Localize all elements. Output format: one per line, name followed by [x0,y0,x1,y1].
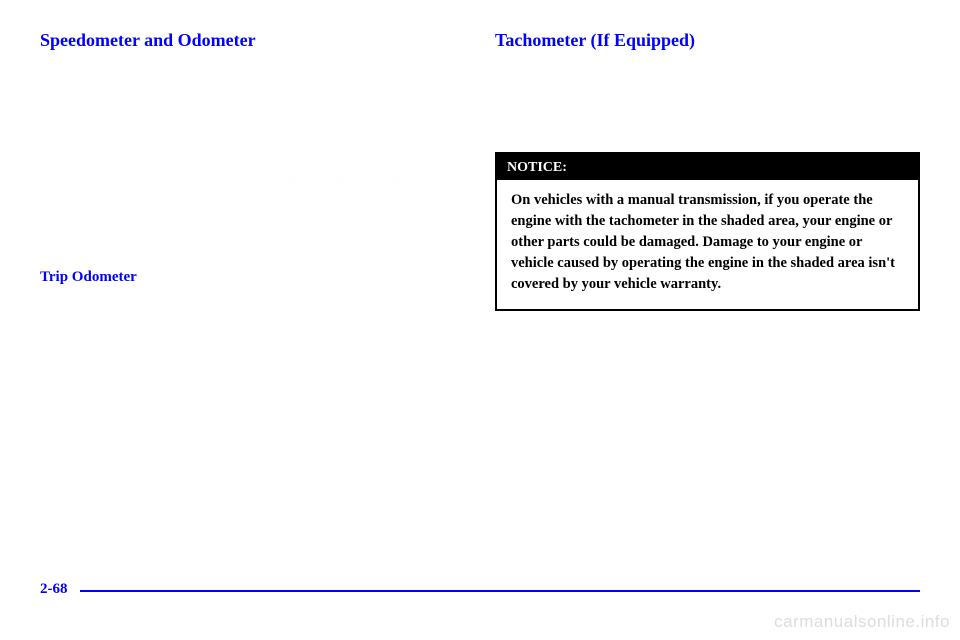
speedometer-p1: Your speedometer lets you see your speed… [40,63,465,141]
watermark-text: carmanualsonline.info [774,612,950,632]
notice-label: NOTICE: [507,160,567,175]
right-column: Tachometer (If Equipped) The tachometer … [495,30,920,365]
tachometer-p1: The tachometer displays the engine speed… [495,63,920,83]
speedometer-heading: Speedometer and Odometer [40,30,465,51]
page-rule [80,590,920,592]
tachometer-p2: On vehicles with an automatic transmissi… [495,93,920,132]
notice-body: On vehicles with a manual transmission, … [497,180,918,309]
page-content: Speedometer and Odometer Your speedomete… [0,0,960,365]
tachometer-heading: Tachometer (If Equipped) [495,30,920,51]
trip-odometer-heading: Trip Odometer [40,269,465,286]
trip-odometer-p1: The trip odometer can tell you how far y… [40,296,465,355]
notice-box: NOTICE: On vehicles with a manual transm… [495,152,920,311]
notice-header: NOTICE: [497,154,918,180]
speedometer-p2: You may wonder what happens if your vehi… [40,151,465,249]
left-column: Speedometer and Odometer Your speedomete… [40,30,465,365]
page-number: 2-68 [40,581,68,598]
